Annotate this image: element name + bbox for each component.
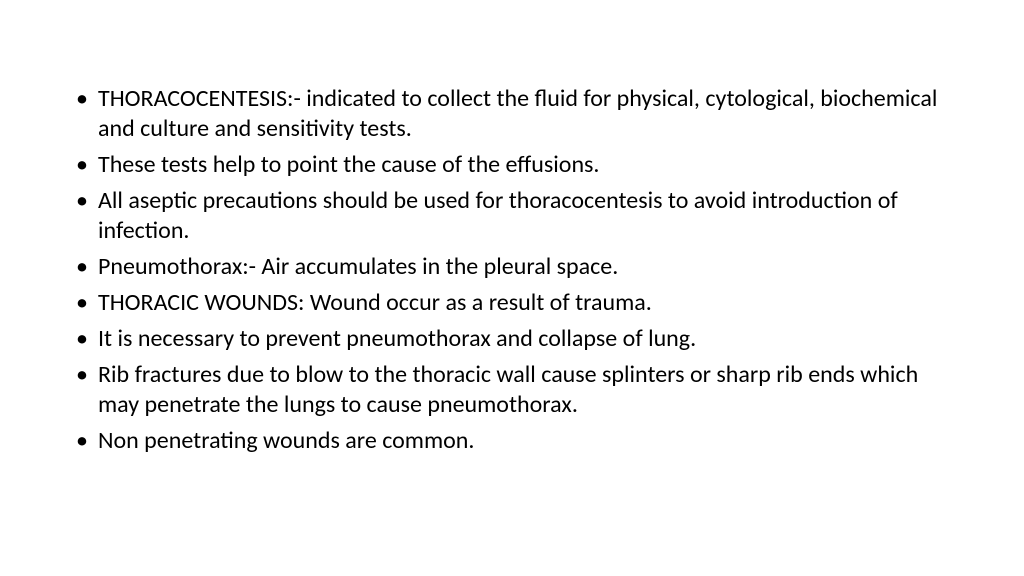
list-item: Pneumothorax:- Air accumulates in the pl… — [70, 252, 954, 282]
list-item: Non penetrating wounds are common. — [70, 426, 954, 456]
list-item: These tests help to point the cause of t… — [70, 150, 954, 180]
slide: THORACOCENTESIS:- indicated to collect t… — [0, 0, 1024, 576]
bullet-list: THORACOCENTESIS:- indicated to collect t… — [70, 84, 954, 456]
list-item: It is necessary to prevent pneumothorax … — [70, 324, 954, 354]
list-item: Rib fractures due to blow to the thoraci… — [70, 360, 954, 420]
list-item: THORACIC WOUNDS: Wound occur as a result… — [70, 288, 954, 318]
list-item: THORACOCENTESIS:- indicated to collect t… — [70, 84, 954, 144]
list-item: All aseptic precautions should be used f… — [70, 186, 954, 246]
